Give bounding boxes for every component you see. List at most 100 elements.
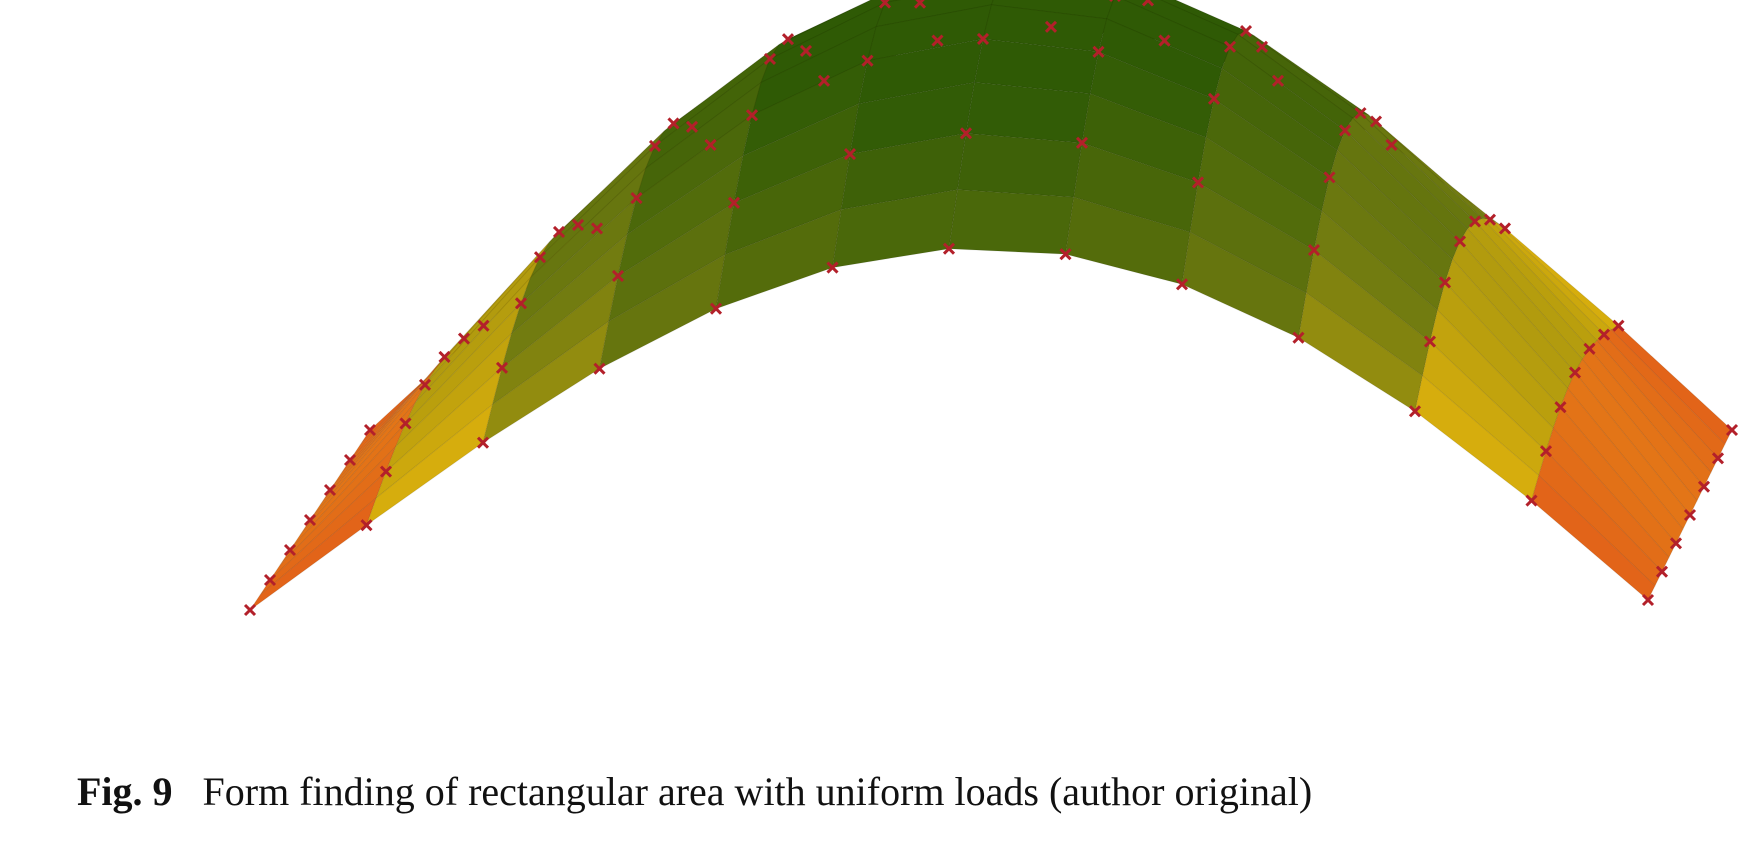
x-mark-icon [959, 127, 973, 140]
x-mark-icon [1239, 24, 1253, 38]
x-mark-icon [1483, 213, 1497, 226]
x-mark-icon [1408, 405, 1422, 418]
surface-panel [1588, 339, 1712, 488]
x-mark-icon [363, 423, 377, 437]
x-mark-icon [379, 465, 393, 478]
x-mark-icon [861, 54, 874, 67]
figure-caption-text: Form finding of rectangular area with un… [202, 769, 1313, 814]
x-mark-icon [685, 120, 699, 133]
x-mark-icon [913, 0, 927, 9]
x-mark-icon [1597, 328, 1611, 341]
x-mark-icon [709, 302, 723, 315]
x-mark-icon [495, 361, 509, 374]
form-finding-shell-figure [243, 0, 1739, 617]
x-mark-icon [976, 32, 990, 46]
x-mark-icon [1092, 45, 1105, 58]
x-mark-icon [1423, 335, 1437, 348]
x-mark-icon [817, 74, 831, 87]
x-mark-icon [1292, 331, 1305, 344]
x-mark-icon [1498, 222, 1512, 235]
x-mark-icon [1271, 74, 1285, 87]
x-mark-icon [243, 603, 257, 617]
x-mark-icon [1554, 401, 1567, 414]
x-mark-icon [1438, 276, 1452, 289]
x-mark-icon [630, 191, 643, 205]
x-mark-icon [418, 378, 432, 391]
surface-panel [1530, 474, 1656, 601]
x-mark-icon [552, 225, 566, 238]
x-mark-icon [1583, 342, 1596, 355]
x-mark-icon [360, 519, 373, 532]
surface-panel [1545, 427, 1670, 573]
x-mark-icon [593, 362, 606, 375]
x-mark-icon [1059, 248, 1072, 261]
x-mark-icon [799, 44, 813, 57]
x-mark-icon [1323, 171, 1336, 184]
surface-panel [948, 189, 1075, 255]
x-mark-icon [283, 543, 297, 557]
x-mark-icon [1655, 565, 1669, 578]
x-mark-icon [477, 319, 490, 332]
x-mark-icon [1641, 593, 1655, 607]
x-mark-icon [1697, 480, 1711, 493]
x-mark-icon [1075, 136, 1089, 149]
x-mark-icon [343, 453, 357, 467]
surface-panel [990, 0, 1115, 20]
x-mark-icon [727, 196, 741, 209]
x-mark-icon [826, 261, 839, 274]
x-mark-icon [1175, 278, 1189, 291]
x-mark-icon [1191, 176, 1205, 189]
x-mark-icon [1669, 537, 1683, 550]
x-mark-icon [1255, 40, 1269, 53]
surface-panel [875, 0, 994, 28]
x-mark-icon [1141, 0, 1155, 7]
x-mark-icon [781, 33, 795, 46]
x-mark-icon [476, 436, 490, 449]
x-mark-icon [1468, 215, 1482, 228]
x-mark-icon [1158, 34, 1171, 47]
x-mark-icon [843, 147, 857, 161]
x-mark-icon [571, 218, 585, 231]
x-mark-icon [1612, 319, 1625, 332]
x-mark-icon [1539, 445, 1553, 458]
x-mark-icon [533, 251, 547, 264]
surface-panel [956, 132, 1083, 198]
x-mark-icon [1044, 20, 1058, 33]
x-mark-icon [611, 269, 625, 282]
shell-surface-panels [249, 0, 1733, 611]
x-mark-icon [1307, 244, 1321, 257]
x-mark-icon [323, 483, 337, 497]
x-mark-icon [1725, 423, 1739, 437]
x-mark-icon [942, 242, 956, 255]
shell-node-markers [243, 0, 1739, 617]
x-mark-icon [438, 350, 451, 364]
x-mark-icon [1385, 138, 1398, 151]
x-mark-icon [514, 297, 528, 310]
x-mark-icon [704, 138, 717, 151]
figure-caption: Fig. 9 Form finding of rectangular area w… [77, 768, 1312, 815]
x-mark-icon [1223, 40, 1237, 53]
x-mark-icon [1711, 452, 1725, 465]
x-mark-icon [763, 52, 777, 66]
x-mark-icon [667, 117, 680, 130]
surface-panel [965, 81, 1091, 144]
x-mark-icon [1338, 124, 1352, 137]
x-mark-icon [590, 222, 604, 235]
x-mark-icon [1683, 508, 1697, 522]
x-mark-icon [457, 332, 471, 345]
x-mark-icon [648, 139, 662, 152]
x-mark-icon [1568, 366, 1582, 379]
x-mark-icon [1525, 494, 1538, 507]
x-mark-icon [303, 513, 317, 527]
x-mark-icon [1354, 107, 1367, 120]
x-mark-icon [1207, 92, 1221, 105]
x-mark-icon [1453, 235, 1467, 248]
x-mark-icon [878, 0, 892, 9]
surface-panel [259, 471, 387, 596]
x-mark-icon [263, 573, 277, 587]
x-mark-icon [1369, 115, 1383, 128]
x-mark-icon [745, 109, 759, 122]
figure-label: Fig. 9 [77, 769, 173, 814]
x-mark-icon [399, 417, 412, 430]
x-mark-icon [931, 34, 944, 47]
